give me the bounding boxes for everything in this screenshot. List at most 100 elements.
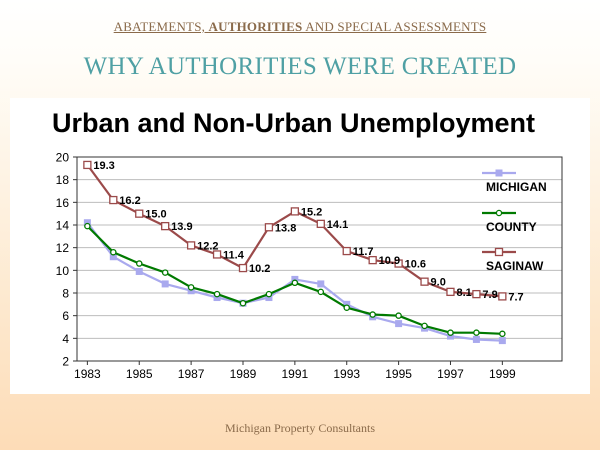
x-tick-label: 1983	[74, 367, 101, 381]
data-point-county	[213, 290, 221, 298]
data-point-saginaw	[290, 207, 300, 216]
data-point-michigan	[83, 219, 91, 227]
legend-label-county: COUNTY	[486, 220, 537, 234]
y-tick-label: 4	[62, 332, 69, 346]
data-point-county	[84, 222, 91, 230]
y-tick-label: 8	[62, 287, 69, 301]
page-header: ABATEMENTS, AUTHORITIES AND SPECIAL ASSE…	[0, 19, 600, 35]
y-tick-label: 2	[62, 355, 69, 369]
y-tick-label: 10	[56, 264, 70, 278]
x-tick-label: 1989	[230, 367, 257, 381]
data-label-saginaw: 11.4	[223, 249, 245, 261]
data-point-saginaw	[135, 209, 144, 218]
data-point-michigan	[291, 275, 299, 283]
data-label-saginaw: 13.8	[275, 222, 296, 234]
data-point-michigan	[265, 294, 273, 302]
plot-area-frame	[76, 156, 563, 362]
data-point-michigan	[498, 337, 506, 345]
header-part-3: AND SPECIAL ASSESSMENTS	[302, 19, 487, 34]
data-label-saginaw: 10.9	[379, 255, 400, 267]
data-point-county	[369, 311, 376, 318]
data-label-saginaw: 19.3	[93, 160, 114, 172]
data-point-saginaw	[446, 287, 455, 297]
data-point-saginaw	[368, 255, 377, 265]
data-point-saginaw	[109, 195, 118, 205]
data-label-saginaw: 7.7	[508, 291, 523, 303]
page-subtitle: WHY AUTHORITIES WERE CREATED	[83, 53, 517, 80]
data-point-michigan	[317, 280, 325, 288]
data-point-county	[473, 329, 480, 336]
data-point-county	[110, 248, 117, 256]
header-part-2: AUTHORITIES	[208, 19, 303, 34]
header-part-1: ABATEMENTS,	[113, 19, 209, 34]
data-point-saginaw	[83, 160, 92, 170]
data-point-saginaw	[394, 259, 403, 268]
data-point-county	[317, 288, 325, 296]
data-point-michigan	[109, 253, 117, 261]
data-point-michigan	[395, 320, 403, 328]
data-point-county	[291, 279, 299, 287]
x-tick-label: 1997	[437, 367, 464, 381]
data-point-county	[421, 322, 428, 330]
data-point-county	[343, 304, 350, 311]
data-label-saginaw: 8.1	[456, 287, 471, 299]
data-point-michigan	[446, 332, 454, 340]
data-point-county	[447, 329, 454, 336]
data-point-county	[239, 299, 247, 307]
page-footer: Michigan Property Consultants	[225, 421, 375, 435]
legend-label-saginaw: SAGINAW	[486, 259, 544, 273]
data-label-saginaw: 15.2	[301, 206, 322, 218]
y-tick-label: 6	[62, 309, 69, 323]
data-label-saginaw: 9.0	[431, 277, 446, 289]
y-tick-label: 20	[56, 151, 70, 165]
data-point-saginaw	[316, 219, 325, 229]
data-point-michigan	[472, 335, 480, 343]
data-point-michigan	[343, 300, 351, 308]
data-label-saginaw: 10.6	[405, 259, 426, 271]
data-point-saginaw	[161, 221, 170, 231]
chart-title: Urban and Non-Urban Unemployment	[52, 108, 535, 138]
data-point-michigan	[187, 287, 195, 295]
x-tick-label: 1995	[385, 367, 412, 381]
data-point-county	[187, 284, 195, 291]
data-point-michigan	[135, 267, 143, 275]
data-point-saginaw	[264, 223, 274, 232]
data-point-county	[395, 312, 402, 319]
unemployment-chart: Urban and Non-Urban Unemployment 2 4 6 8 10 1…	[52, 108, 563, 381]
chart-panel: Urban and Non-Urban Unemployment 2 4 6 8 10 1…	[10, 98, 590, 394]
data-point-saginaw	[498, 292, 507, 301]
data-point-county	[499, 330, 506, 338]
y-tick-label: 18	[56, 173, 70, 187]
x-tick-label: 1985	[126, 367, 153, 381]
data-point-michigan	[213, 294, 221, 302]
data-point-saginaw	[420, 277, 429, 286]
y-tick-label: 12	[56, 241, 70, 255]
x-tick-label: 1991	[282, 367, 309, 381]
data-label-saginaw: 16.2	[119, 195, 140, 207]
x-tick-label: 1987	[178, 367, 205, 381]
data-point-saginaw	[342, 246, 351, 256]
data-label-saginaw: 11.7	[353, 246, 374, 258]
legend-label-michigan: MICHIGAN	[486, 180, 547, 194]
y-tick-label: 16	[56, 196, 70, 210]
data-label-saginaw: 15.0	[145, 209, 166, 221]
data-label-saginaw: 14.1	[327, 219, 348, 231]
data-point-county	[161, 269, 169, 276]
data-point-saginaw	[212, 250, 222, 259]
legend-marker-michigan	[495, 169, 503, 177]
data-label-saginaw: 10.2	[249, 263, 270, 275]
data-point-michigan	[161, 280, 169, 288]
data-point-saginaw	[472, 289, 481, 299]
y-tick-label: 14	[56, 219, 70, 233]
legend-marker-saginaw	[494, 247, 504, 257]
data-point-saginaw	[186, 241, 196, 250]
data-label-saginaw: 7.9	[482, 289, 497, 301]
data-point-county	[265, 290, 273, 298]
x-tick-label: 1993	[333, 367, 360, 381]
data-label-saginaw: 13.9	[171, 221, 192, 233]
legend-marker-county	[495, 209, 503, 217]
x-tick-label: 1999	[489, 367, 516, 381]
data-point-saginaw	[238, 263, 248, 273]
data-label-saginaw: 12.2	[197, 240, 218, 252]
data-point-county	[135, 260, 143, 267]
